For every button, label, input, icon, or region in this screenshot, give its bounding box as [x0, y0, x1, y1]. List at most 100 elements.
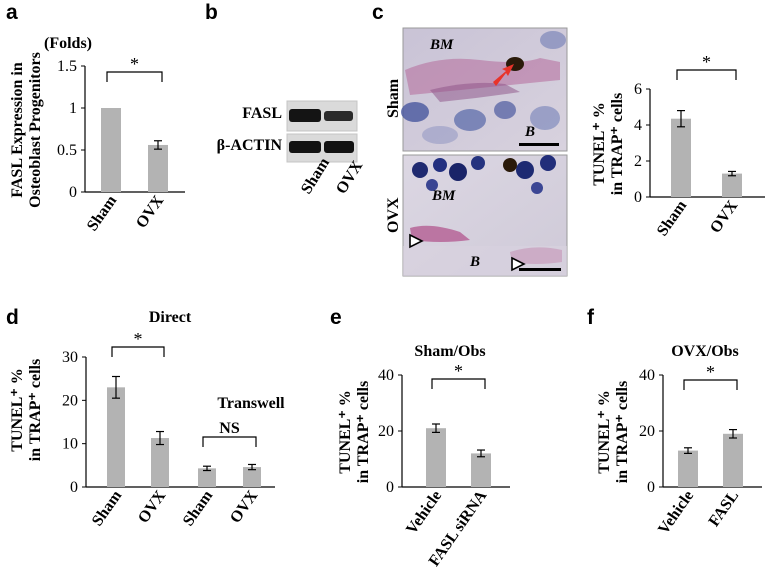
bar: [101, 108, 121, 192]
nucleus: [412, 162, 428, 178]
y-tick-label: 0: [386, 479, 394, 496]
y-axis-label: in TRAP⁺ cells: [27, 359, 44, 461]
bar: [722, 173, 742, 197]
y-tick-label: 20: [62, 392, 78, 409]
chart-title: Sham/Obs: [414, 343, 485, 360]
bar: [678, 450, 698, 487]
panel-label-b: b: [205, 1, 218, 24]
micrograph-panel: Sham OVX BM B: [385, 27, 568, 277]
bar: [151, 438, 169, 487]
y-axis-label: in TRAP⁺ cells: [614, 381, 631, 483]
y-axis-label: TUNEL⁺ %: [596, 390, 613, 474]
y-tick-label: 40: [639, 367, 655, 384]
significance-label: *: [134, 329, 143, 349]
y-axis-unit: (Folds): [44, 35, 92, 52]
y-axis-label: in TRAP⁺ cells: [609, 93, 626, 195]
blot-band: [289, 109, 321, 122]
significance-label: *: [706, 362, 715, 382]
group-label: Direct: [149, 309, 192, 326]
significance-bracket: [106, 71, 163, 82]
bar: [198, 468, 216, 487]
x-tick-label: Vehicle: [403, 488, 445, 538]
panel-label-c: c: [372, 1, 384, 24]
nucleus: [531, 182, 543, 194]
y-axis-label: in TRAP⁺ cells: [355, 381, 372, 483]
significance-bracket: [431, 378, 486, 389]
nucleus: [516, 161, 534, 179]
chart-c: 0 2 4 6 Sham OVX * TUNEL⁺ % in TRAP⁺ cells: [591, 52, 765, 239]
micrograph-ovx: BM B: [402, 154, 568, 277]
arrowhead-icon: [511, 256, 526, 272]
trap-stain: [410, 225, 470, 242]
nucleus: [471, 156, 485, 170]
bar: [243, 467, 261, 487]
micrograph-sham: BM B: [401, 27, 568, 152]
y-axis-label: Osteoblast Progenitors: [27, 52, 44, 208]
y-axis-label: TUNEL⁺ %: [337, 390, 354, 474]
y-tick-label: 20: [639, 423, 655, 440]
nucleus: [426, 179, 438, 191]
nucleus: [530, 106, 560, 130]
panel-label-f: f: [587, 306, 595, 329]
y-tick-label: 1.5: [57, 58, 77, 75]
nucleus: [433, 158, 447, 172]
x-tick-label: Sham: [180, 487, 217, 529]
significance-bracket: [111, 346, 165, 357]
panel-label-e: e: [330, 306, 342, 329]
significance-label: NS: [219, 420, 240, 437]
nucleus: [449, 163, 467, 181]
y-tick-label: 40: [378, 367, 394, 384]
bar: [107, 387, 125, 487]
significance-bracket: [202, 436, 257, 447]
bar: [723, 433, 743, 487]
blot-lane-label: OVX: [333, 158, 366, 198]
group-label: Transwell: [217, 395, 285, 412]
nucleus: [540, 31, 566, 49]
nucleus: [494, 101, 516, 119]
micrograph-group-label: OVX: [385, 197, 402, 233]
x-tick-label: Sham: [89, 487, 126, 529]
blot-row-label: FASL: [242, 105, 282, 122]
bar: [426, 428, 446, 487]
western-blot: FASL β-ACTIN Sham OVX: [217, 100, 366, 198]
bone-matrix: [403, 246, 567, 276]
tunel-positive-nucleus: [503, 158, 517, 172]
y-tick-label: 10: [62, 436, 78, 453]
significance-label: *: [130, 54, 139, 74]
panel-label-d: d: [6, 306, 19, 329]
blot-band: [324, 141, 354, 153]
y-tick-label: 1: [69, 100, 77, 117]
x-tick-label: OVX: [227, 487, 262, 526]
blot-band: [324, 111, 353, 121]
chart-title: OVX/Obs: [671, 343, 739, 360]
bar: [471, 453, 491, 487]
y-tick-label: 4: [634, 117, 642, 134]
bar: [671, 118, 691, 197]
y-tick-label: 30: [62, 349, 78, 366]
micrograph-label: BM: [431, 188, 456, 204]
trap-stain: [430, 82, 520, 102]
y-tick-label: 0: [70, 479, 78, 496]
nucleus: [540, 155, 556, 171]
nucleus: [454, 109, 486, 131]
micrograph-label: BM: [429, 37, 454, 53]
y-axis-label: FASL Expression in: [9, 62, 26, 198]
nucleus: [422, 126, 458, 144]
x-tick-label: OVX: [707, 197, 742, 236]
scale-bar: [519, 268, 561, 271]
y-tick-label: 0: [634, 189, 642, 206]
panel-label-a: a: [6, 1, 18, 24]
nucleus: [401, 102, 429, 122]
y-tick-label: 6: [634, 81, 642, 98]
micrograph-label: B: [524, 124, 535, 140]
y-axis-label: TUNEL⁺ %: [9, 368, 26, 452]
chart-a: 0 0.5 1 1.5 Sham OVX * FASL Expression in Osteob…: [9, 35, 185, 234]
chart-f: 0 20 40 Vehicle FASL * TUNEL⁺ % in TRAP⁺ cells O…: [596, 343, 762, 538]
y-tick-label: 0: [69, 184, 77, 201]
y-tick-label: 0: [647, 479, 655, 496]
scale-bar: [519, 143, 559, 146]
significance-bracket: [683, 379, 738, 390]
significance-label: *: [454, 361, 463, 381]
